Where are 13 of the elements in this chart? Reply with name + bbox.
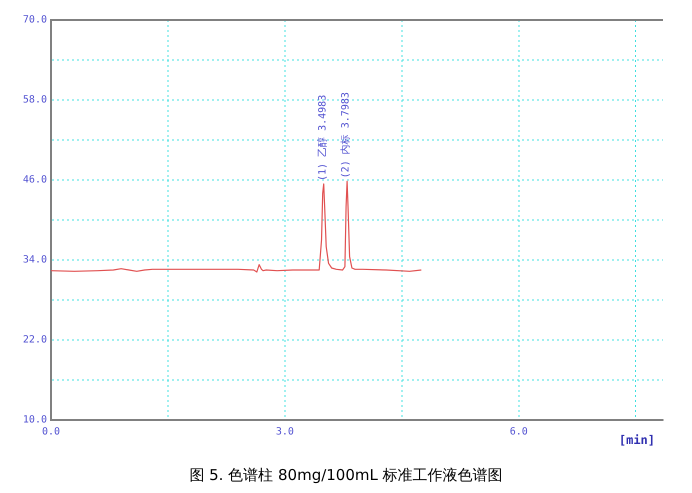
x-tick-label: 0.0 [42,426,60,438]
x-axis-title: [min] [618,433,655,448]
y-tick-label: 58.0 [22,94,47,106]
annotation: (1) 乙醇 3.4983 [316,94,328,181]
annotation: (2) 内标 3.7983 [340,92,352,178]
y-tick-label: 34.0 [22,254,47,266]
y-tick-label: 70.0 [22,14,47,26]
y-tick-label: 22.0 [22,334,47,346]
x-tick-label: 6.0 [510,426,528,438]
y-tick-label: 10.0 [22,414,47,426]
x-tick-label: 3.0 [276,426,294,438]
text: 图 5. 色谱柱 80mg/100mL 标准工作液色谱图 [189,466,503,484]
y-tick-label: 46.0 [22,174,47,186]
